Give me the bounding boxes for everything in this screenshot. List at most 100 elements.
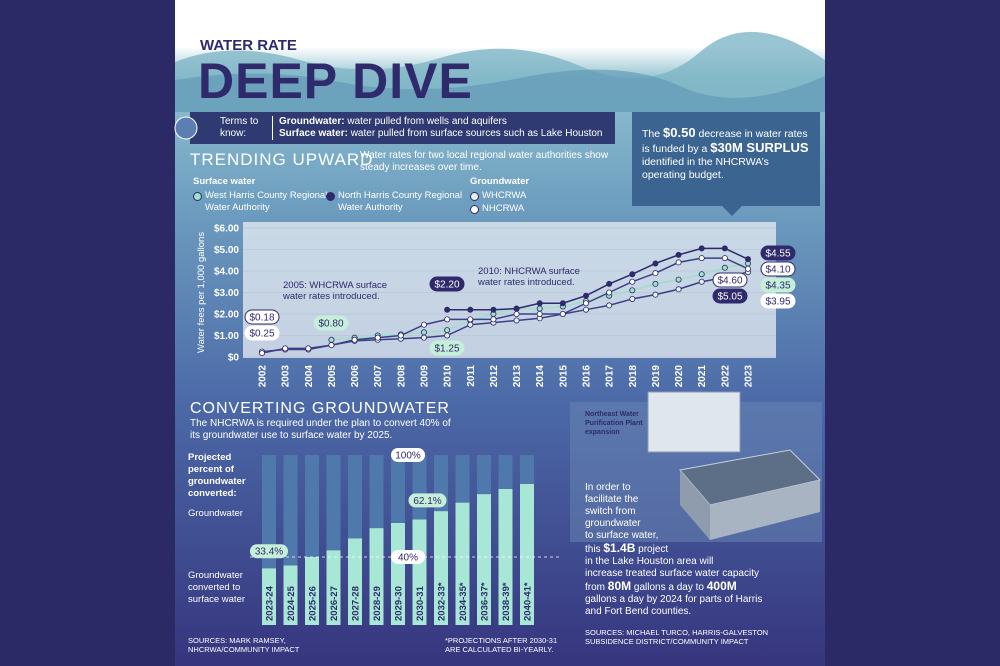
text: to surface water, <box>585 530 659 541</box>
text: identified in the NHCRWA’s operating bud… <box>642 156 769 181</box>
highlight: 400M <box>706 579 737 593</box>
text-line: switch from <box>585 506 820 518</box>
y-axis-title: Water fees per 1,000 gallons <box>196 232 207 353</box>
terms-label: Terms to know: <box>220 116 259 139</box>
x-tick-label: 2032-33* <box>437 582 448 621</box>
section-title: CONVERTING GROUNDWATER <box>190 400 450 417</box>
point <box>698 278 705 285</box>
terms-list: Groundwater: water pulled from wells and… <box>272 116 619 140</box>
value-label-box <box>760 293 796 309</box>
plant-text: In order to facilitate the switch from grou… <box>585 482 820 618</box>
point <box>721 264 728 271</box>
y-tick-label: $0 <box>228 353 240 364</box>
point <box>490 306 497 313</box>
point <box>652 260 659 267</box>
bar-segment <box>326 455 341 551</box>
point <box>675 286 682 293</box>
point <box>559 310 566 317</box>
series-label: Groundwater converted to surface water <box>188 570 246 605</box>
text-line: and Fort Bend counties. <box>585 606 820 618</box>
legend-marker <box>326 192 335 201</box>
term-name: Groundwater: <box>279 116 345 127</box>
section-text: The NHCRWA is required under the plan to… <box>190 418 451 441</box>
x-tick-label: 2003 <box>281 365 292 388</box>
point <box>698 245 705 252</box>
text: The <box>642 128 664 140</box>
highlight: 80M <box>607 579 632 593</box>
point <box>420 321 427 328</box>
bar-segment <box>434 511 448 625</box>
text: In order to <box>585 482 631 493</box>
value-label: 33.4% <box>255 547 283 558</box>
point <box>536 305 543 312</box>
text: groundwater <box>585 518 641 529</box>
section-title: TRENDING UPWARD <box>190 150 373 169</box>
text: facilitate the <box>585 494 639 505</box>
x-tick-label: 2028-29 <box>372 586 383 621</box>
legend-entry: WHCRWA <box>470 190 607 202</box>
value-label-box <box>408 493 447 508</box>
reference-label-box <box>391 448 425 462</box>
x-tick-label: 2018 <box>628 365 639 388</box>
bar-segment <box>348 538 362 625</box>
text-line: gallons a day by 2024 for parts of Harri… <box>585 594 820 606</box>
water-wave <box>175 69 825 112</box>
legend-label: NHCRWA <box>482 203 525 214</box>
point <box>583 300 590 307</box>
x-tick-label: 2016 <box>582 365 593 388</box>
point <box>444 327 451 334</box>
text: $0.50 <box>663 125 696 140</box>
bar-segment <box>348 455 362 539</box>
value-label: $3.95 <box>765 297 790 308</box>
text-line: to surface water, <box>585 530 820 542</box>
point <box>467 321 474 328</box>
text-line: groundwater <box>585 518 820 530</box>
value-label: $5.05 <box>717 292 742 303</box>
text: gallons a day to <box>631 582 707 593</box>
text: project <box>635 544 669 555</box>
bar-segment <box>369 528 384 625</box>
legend-entry: North Harris County Regional Water Autho… <box>326 190 463 214</box>
bar-segment <box>283 565 298 625</box>
y-tick-label: $5.00 <box>214 245 239 256</box>
point <box>606 302 613 309</box>
point <box>513 305 520 312</box>
x-tick-label: 2015 <box>558 365 569 388</box>
reference-label: 100% <box>395 451 421 462</box>
x-tick-label: 2020 <box>674 365 685 388</box>
x-tick-label: 2017 <box>605 365 616 388</box>
x-tick-label: 2026-27 <box>329 586 340 621</box>
x-tick-label: 2030-31 <box>415 585 426 621</box>
x-tick-label: 2007 <box>373 365 384 388</box>
point <box>444 332 451 339</box>
legend-marker <box>470 205 479 214</box>
text-line: from 80M gallons a day to 400M <box>585 580 820 594</box>
term-text: water pulled from wells and aquifers <box>344 116 507 127</box>
bar-segment <box>477 494 491 625</box>
x-tick-label: 2013 <box>512 365 523 388</box>
plant-basins <box>680 470 710 540</box>
value-label: $2.20 <box>434 280 459 291</box>
x-tick-label: 2034-35* <box>458 582 469 621</box>
point <box>490 316 497 323</box>
text: and Fort Bend counties. <box>585 606 692 617</box>
section-text: Water rates for two local regional water… <box>360 150 609 173</box>
value-label: $4.10 <box>765 265 790 276</box>
value-label-box <box>313 315 349 331</box>
x-tick-label: 2021 <box>697 365 708 388</box>
point <box>583 292 590 299</box>
x-tick-label: 2019 <box>651 365 662 388</box>
value-label: $4.60 <box>717 276 742 287</box>
bar-segment <box>391 455 405 523</box>
value-label: $1.25 <box>434 344 459 355</box>
x-tick-label: 2012 <box>489 365 500 388</box>
plant-basins <box>710 480 820 540</box>
term-text: water pulled from surface sources such a… <box>347 128 603 139</box>
y-tick-label: $3.00 <box>214 288 239 299</box>
point <box>652 270 659 277</box>
point <box>698 271 705 278</box>
bar-segment <box>412 455 427 520</box>
x-tick-label: 2009 <box>420 365 431 388</box>
term-name: Surface water: <box>279 128 348 139</box>
legend-label: WHCRWA <box>482 190 527 201</box>
